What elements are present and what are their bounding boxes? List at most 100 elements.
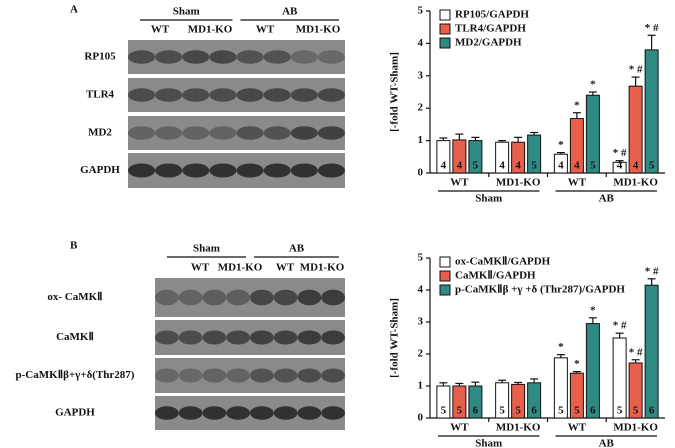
- blot-band: [236, 50, 264, 64]
- legend-swatch: [439, 256, 451, 268]
- legend-swatch: [439, 284, 451, 296]
- error-bar: [530, 131, 539, 136]
- blot-band: [290, 50, 318, 64]
- blot-band: [209, 126, 237, 140]
- error-bar: [615, 160, 624, 163]
- error-bar: [631, 359, 640, 363]
- error-bar: [647, 278, 656, 286]
- blot-band: [250, 368, 274, 383]
- y-tick-label: 2: [418, 348, 424, 360]
- error-bar: [530, 378, 539, 383]
- blot-band: [321, 289, 345, 306]
- group-label: Sham: [173, 6, 200, 18]
- error-bar: [471, 381, 480, 386]
- error-bar: [556, 151, 565, 155]
- x-tick-label: WT: [568, 422, 587, 434]
- blot-band: [202, 330, 227, 345]
- error-bar: [514, 136, 523, 143]
- n-label: 4: [515, 160, 521, 172]
- n-label: 4: [617, 160, 623, 172]
- legend-label: p-CaMKⅡβ +γ +δ (Thr287)/GAPDH: [455, 284, 625, 296]
- blot-band: [317, 50, 345, 64]
- y-tick-label: 5: [418, 252, 424, 264]
- blot-band: [236, 126, 264, 140]
- significance: * #: [645, 22, 659, 34]
- blot-band: [128, 163, 156, 178]
- blot-band: [273, 368, 298, 383]
- significance: *: [574, 358, 580, 370]
- legend-swatch: [439, 23, 451, 35]
- lane-label: MD1-KO: [218, 262, 263, 274]
- blot-band: [226, 406, 250, 420]
- error-bar: [588, 91, 597, 96]
- error-bar: [615, 332, 624, 338]
- error-bar: [455, 382, 464, 386]
- significance: *: [574, 99, 580, 111]
- n-label: 4: [441, 160, 447, 172]
- blot-band: [250, 289, 274, 306]
- blot-band: [263, 126, 291, 140]
- blot-band: [226, 368, 250, 383]
- blot-band: [155, 88, 183, 102]
- blot-band: [273, 289, 298, 306]
- n-label: 5: [531, 160, 537, 172]
- n-label: 4: [499, 160, 505, 172]
- blot-band: [202, 289, 227, 306]
- blot-band: [182, 88, 210, 102]
- panel-letter: B: [70, 240, 78, 252]
- blot-band: [273, 406, 298, 420]
- blot-band: [155, 406, 179, 420]
- group-label: Sham: [193, 243, 220, 255]
- panel-letter: A: [70, 4, 78, 16]
- legend-label: ox-CaMKⅡ/GAPDH: [455, 256, 551, 268]
- blot-band: [297, 330, 322, 345]
- blot-band: [155, 126, 183, 140]
- lane-label: MD1-KO: [300, 262, 345, 274]
- n-label: 6: [531, 405, 537, 417]
- blot-band: [202, 368, 227, 383]
- y-axis-label: [-fold WT-Sham]: [389, 298, 401, 378]
- lane-label: MD1-KO: [188, 24, 233, 36]
- y-tick-label: 2: [418, 102, 424, 114]
- n-label: 4: [574, 160, 580, 172]
- blot-band: [321, 368, 345, 383]
- blot-band: [209, 88, 237, 102]
- blot-band: [209, 50, 237, 64]
- n-label: 6: [590, 405, 596, 417]
- n-label: 4: [457, 160, 463, 172]
- blot-band: [202, 406, 227, 420]
- group-label: AB: [599, 193, 615, 205]
- group-label: AB: [599, 438, 615, 448]
- blot-band: [297, 368, 322, 383]
- lane-label: WT: [151, 24, 170, 36]
- lane-label: WT: [276, 262, 295, 274]
- n-label: 4: [558, 160, 564, 172]
- n-label: 5: [499, 405, 505, 417]
- blot-band: [155, 289, 179, 306]
- blot-band: [182, 126, 210, 140]
- blot-band: [290, 88, 318, 102]
- error-bar: [455, 133, 464, 140]
- y-tick-label: 5: [418, 5, 424, 17]
- blot-band: [236, 88, 264, 102]
- lane-label: WT: [191, 262, 210, 274]
- group-label: AB: [289, 243, 305, 255]
- legend-label: TLR4/GAPDH: [455, 23, 526, 35]
- x-tick-label: MD1-KO: [496, 177, 541, 189]
- error-bar: [572, 112, 581, 119]
- y-tick-label: 1: [418, 134, 424, 146]
- blot-band: [178, 289, 203, 306]
- blot-band: [178, 330, 203, 345]
- n-label: 5: [441, 405, 447, 417]
- error-bar: [556, 354, 565, 358]
- n-label: 5: [558, 405, 564, 417]
- blot-band: [155, 330, 179, 345]
- blot-band: [290, 163, 318, 178]
- y-tick-label: 3: [418, 69, 424, 81]
- blot-band: [178, 368, 203, 383]
- n-label: 5: [649, 160, 655, 172]
- blot-band: [297, 289, 322, 306]
- blot-label: TLR4: [86, 89, 115, 101]
- blot-label: GAPDH: [55, 407, 95, 419]
- y-tick-label: 0: [418, 167, 424, 179]
